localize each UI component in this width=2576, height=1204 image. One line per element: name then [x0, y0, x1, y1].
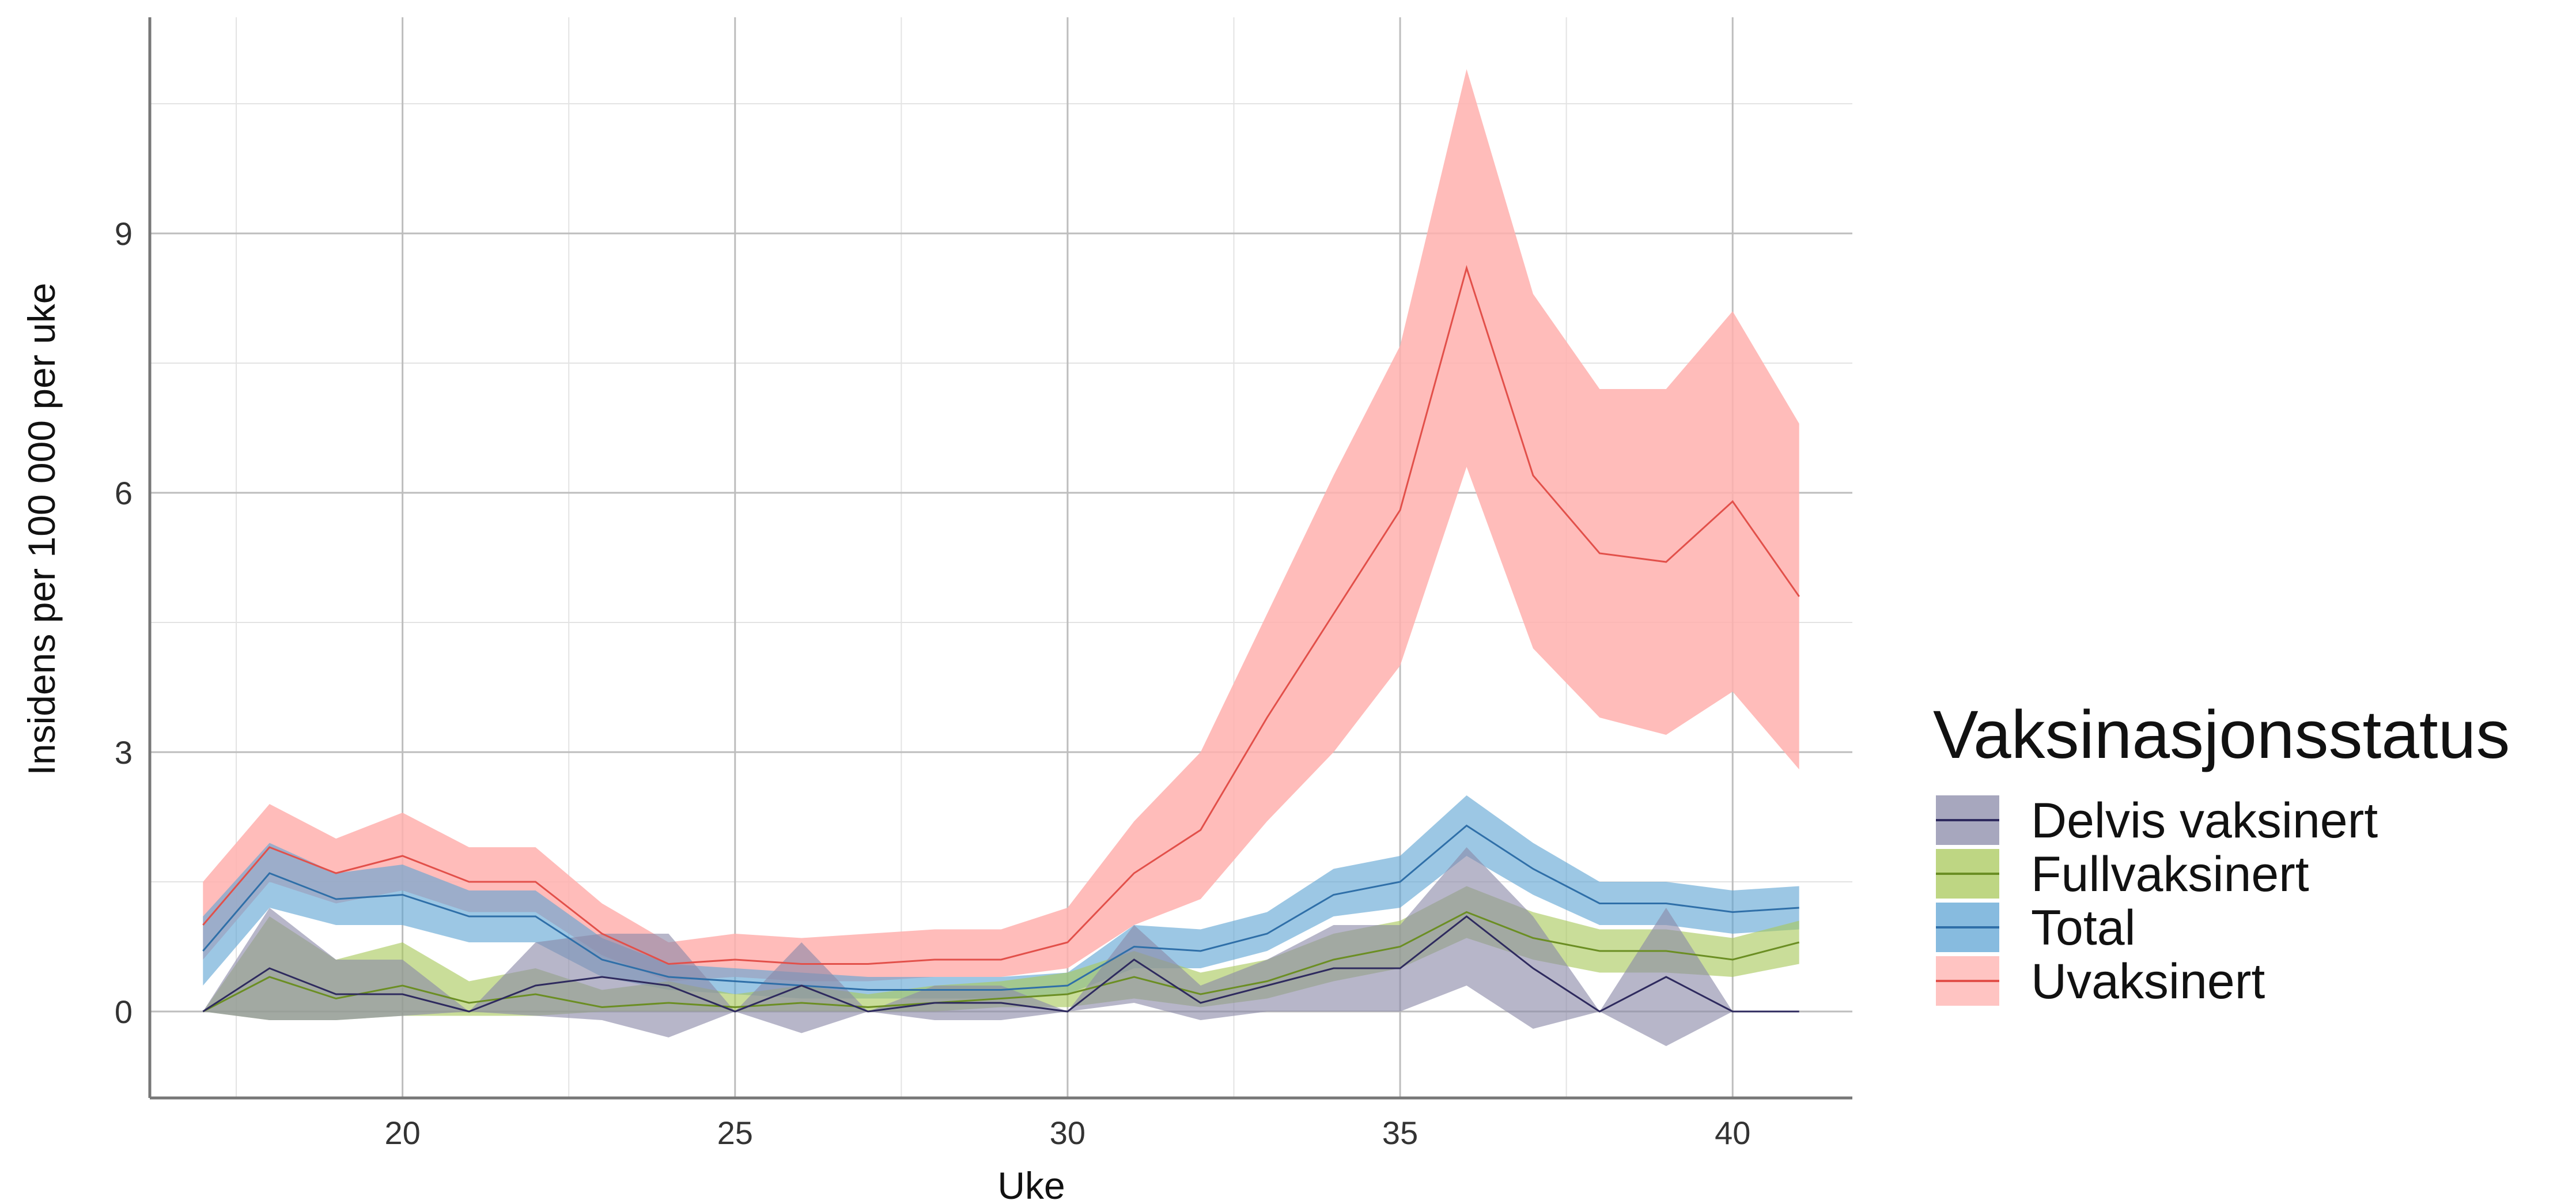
y-tick-label: 6 [115, 475, 133, 511]
band-delvis-vaksinert [203, 847, 1799, 1046]
y-tick-label: 9 [115, 216, 133, 252]
legend: Vaksinasjonsstatus Delvis vaksinertFullv… [1933, 697, 2510, 1009]
tick-labels: 20 25 30 35 40 0 3 6 9 [115, 216, 1751, 1151]
x-axis-title: Uke [997, 1164, 1065, 1204]
line-fullvaksinert [202, 911, 1800, 1013]
line-delvis-vaksinert [202, 915, 1799, 1013]
x-tick-label: 35 [1382, 1115, 1418, 1151]
legend-label-uvaksinert: Uvaksinert [2031, 954, 2265, 1009]
x-tick-label: 30 [1050, 1115, 1085, 1151]
legend-label-total: Total [2031, 900, 2136, 956]
legend-title: Vaksinasjonsstatus [1933, 697, 2510, 773]
line-uvaksinert [202, 265, 1800, 965]
band-uvaksinert [203, 69, 1799, 982]
axes [148, 17, 1852, 1100]
legend-label-fullvaksinert: Fullvaksinert [2031, 847, 2309, 902]
x-tick-label: 20 [384, 1115, 420, 1151]
y-tick-label: 0 [115, 994, 133, 1030]
line-total [202, 824, 1799, 991]
y-tick-label: 3 [115, 734, 133, 771]
x-tick-label: 25 [717, 1115, 753, 1151]
legend-label-delvis-vaksinert: Delvis vaksinert [2031, 793, 2378, 848]
confidence-bands [203, 69, 1799, 1046]
y-axis-title: Insidens per 100 000 per uke [20, 283, 63, 776]
legend-items: Delvis vaksinertFullvaksinertTotalUvaksi… [1936, 793, 2378, 1009]
x-tick-label: 40 [1715, 1115, 1750, 1151]
series-lines [202, 265, 1800, 1013]
